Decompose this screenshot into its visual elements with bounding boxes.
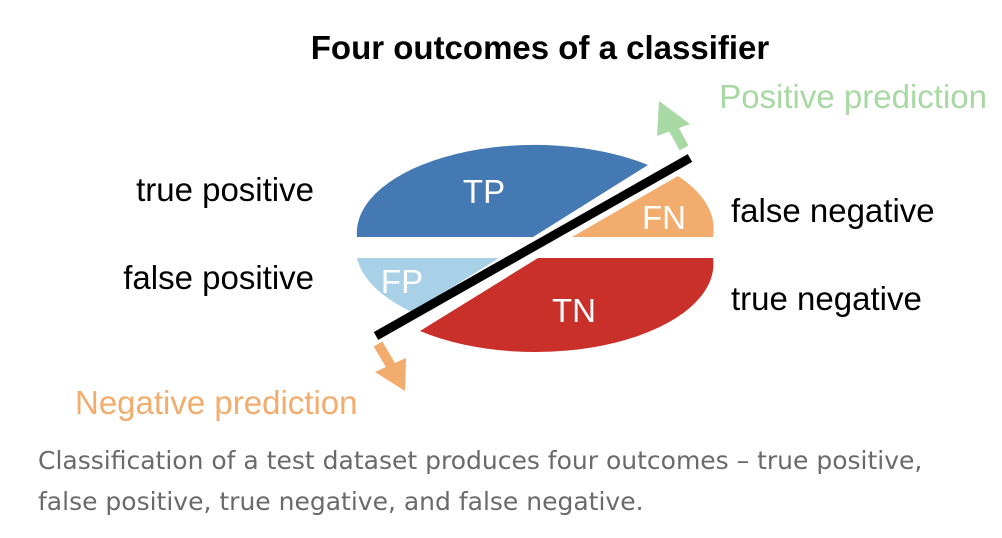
fp-region (357, 258, 499, 312)
tp-label: TP (463, 173, 505, 210)
positive-arrowhead (657, 101, 690, 136)
positive-prediction-label: Positive prediction (719, 78, 987, 115)
decision-boundary-line (373, 154, 693, 340)
tn-region (420, 258, 714, 353)
figure-caption: Classification of a test dataset produce… (38, 446, 923, 516)
false-negative-label: false negative (731, 192, 935, 229)
tn-label: TN (552, 292, 596, 329)
positive-arrow (657, 101, 690, 151)
tp-region (356, 144, 648, 237)
diagram-title: Four outcomes of a classifier (311, 29, 770, 66)
negative-prediction-label: Negative prediction (75, 384, 358, 421)
fp-label: FP (381, 263, 423, 300)
negative-arrow-shaft (373, 341, 396, 369)
fn-label: FN (642, 199, 686, 236)
true-negative-label: true negative (731, 280, 922, 317)
negative-arrowhead (375, 358, 406, 391)
true-positive-label: true positive (136, 171, 314, 208)
negative-arrow (373, 341, 406, 391)
fn-region (572, 176, 714, 237)
false-positive-label: false positive (123, 259, 314, 296)
